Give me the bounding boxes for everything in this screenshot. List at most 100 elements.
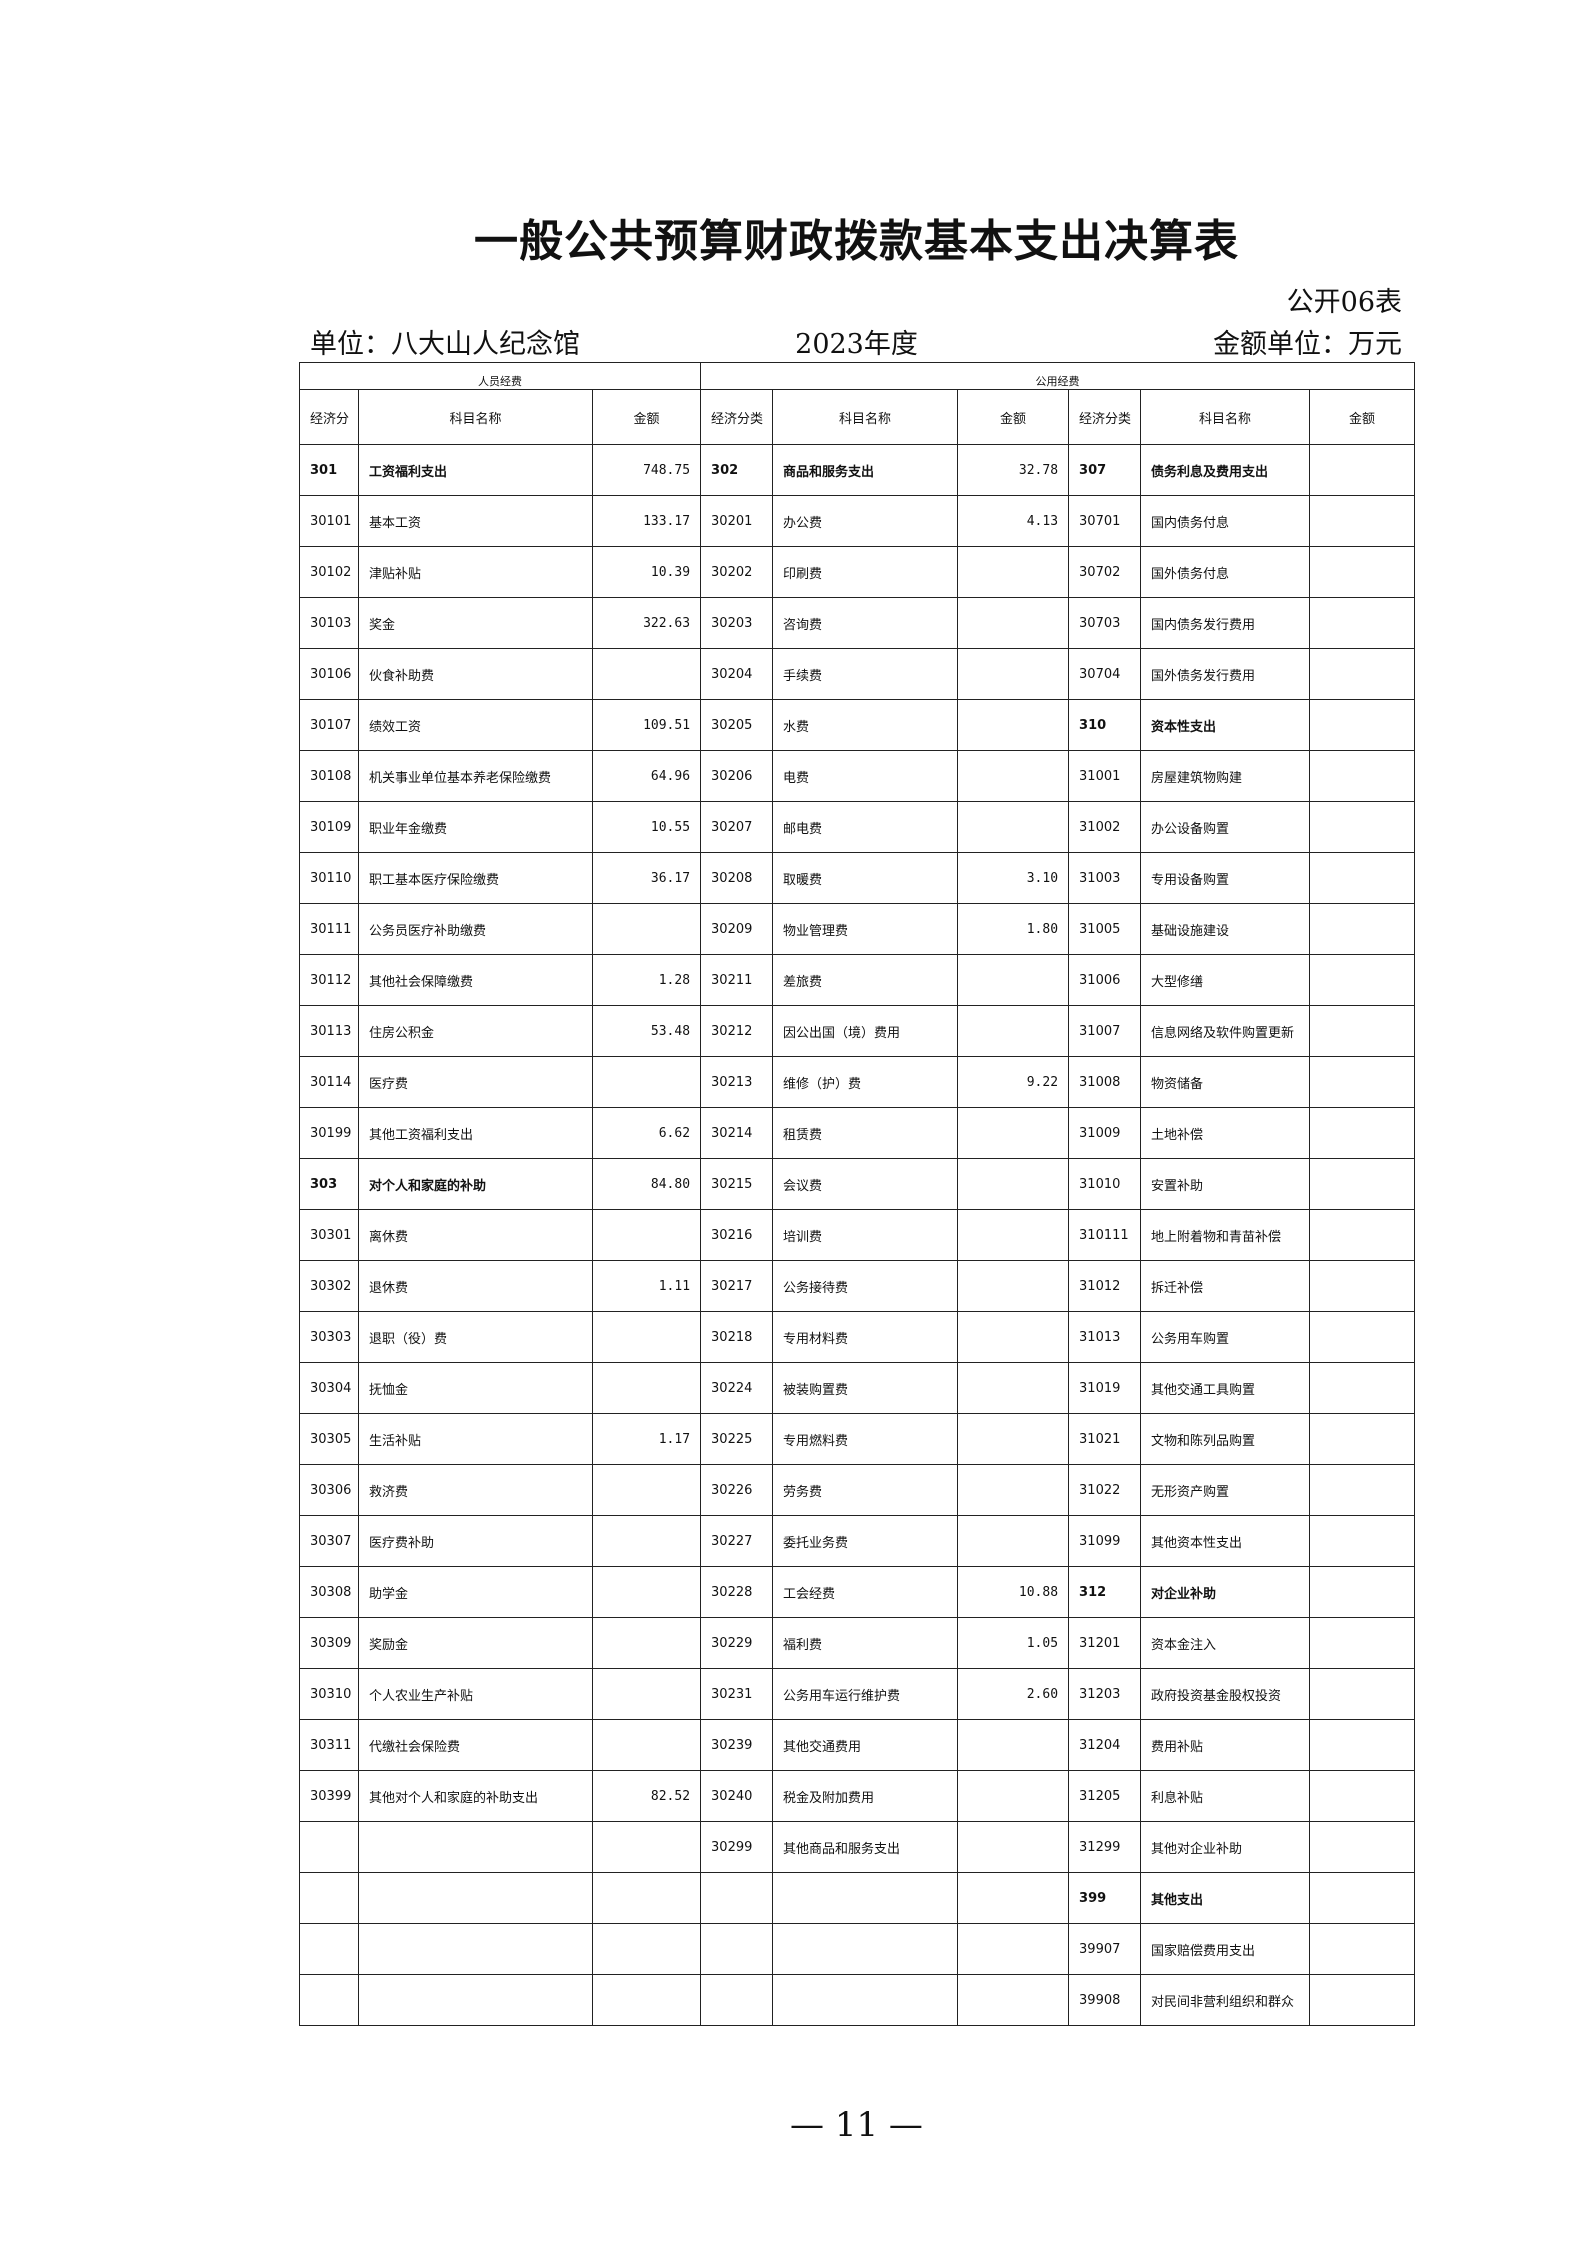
table-row: 30199 其他工资福利支出 6.62 30214 租赁费 31009 土地补偿 <box>299 1107 1416 1159</box>
cell-amt: 82.52 <box>591 1770 702 1822</box>
cell-code: 30209 <box>700 903 774 955</box>
cell-name: 土地补偿 <box>1140 1107 1311 1159</box>
column-header: 科目名称 <box>772 389 959 445</box>
table-row: 30307 医疗费补助 30227 委托业务费 31099 其他资本性支出 <box>299 1515 1416 1567</box>
cell-name: 基础设施建设 <box>1140 903 1311 955</box>
cell-name: 委托业务费 <box>772 1515 959 1567</box>
cell-name: 公务员医疗补助缴费 <box>358 903 593 955</box>
cell-code: 30211 <box>700 954 774 1006</box>
cell-amt: 1.80 <box>957 903 1070 955</box>
cell-name: 债务利息及费用支出 <box>1140 444 1311 496</box>
cell-name: 职工基本医疗保险缴费 <box>358 852 593 904</box>
title: 一般公共预算财政拨款基本支出决算表 <box>474 216 1239 267</box>
empty-cell <box>1309 1719 1416 1771</box>
table-row: 30102 津贴补贴 10.39 30202 印刷费 30702 国外债务付息 <box>299 546 1416 598</box>
cell-code: 303 <box>299 1158 359 1210</box>
empty-cell <box>1309 1617 1416 1669</box>
empty-cell <box>957 750 1070 802</box>
cell-code: 30102 <box>299 546 359 598</box>
cell-code: 30110 <box>299 852 359 904</box>
cell-code: 30205 <box>700 699 774 751</box>
empty-cell <box>700 1872 774 1924</box>
cell-amt: 84.80 <box>591 1158 702 1210</box>
cell-name: 抚恤金 <box>358 1362 593 1414</box>
cell-code: 399 <box>1068 1872 1142 1924</box>
group-header: 人员经费 <box>298 362 702 390</box>
table-row: 30111 公务员医疗补助缴费 30209 物业管理费 1.80 31005 基础设施建设 <box>299 903 1416 955</box>
cell-name: 差旅费 <box>772 954 959 1006</box>
cell-code: 30302 <box>299 1260 359 1312</box>
budget-table: 人员经费 公用经费 经济分 科目名称 金额 经济分类 科目名称 金额 经济分类 科目名称 金额 301… <box>298 362 1416 2026</box>
empty-cell <box>772 1872 959 1924</box>
cell-name: 助学金 <box>358 1566 593 1618</box>
empty-cell <box>700 1923 774 1975</box>
cell-name: 退休费 <box>358 1260 593 1312</box>
empty-cell <box>1309 1260 1416 1312</box>
cell-name: 无形资产购置 <box>1140 1464 1311 1516</box>
cell-name: 水费 <box>772 699 959 751</box>
empty-cell <box>591 1668 702 1720</box>
cell-code: 31099 <box>1068 1515 1142 1567</box>
cell-code: 30106 <box>299 648 359 700</box>
empty-cell <box>957 1209 1070 1261</box>
cell-name: 对民间非营利组织和群众 <box>1140 1974 1311 2026</box>
cell-name: 资本性支出 <box>1140 699 1311 751</box>
empty-cell <box>1309 1056 1416 1108</box>
empty-cell <box>1309 1770 1416 1822</box>
table-row: 301 工资福利支出 748.75 302 商品和服务支出 32.78 307 债务利息及费用… <box>299 444 1416 496</box>
cell-code: 30399 <box>299 1770 359 1822</box>
empty-cell <box>957 954 1070 1006</box>
table-row: 30299 其他商品和服务支出 31299 其他对企业补助 <box>299 1821 1416 1873</box>
cell-code: 30310 <box>299 1668 359 1720</box>
cell-name: 培训费 <box>772 1209 959 1261</box>
cell-name: 生活补贴 <box>358 1413 593 1465</box>
empty-cell <box>299 1923 359 1975</box>
cell-code: 31205 <box>1068 1770 1142 1822</box>
cell-code: 310111 <box>1068 1209 1142 1261</box>
cell-name: 医疗费 <box>358 1056 593 1108</box>
table-row: 30107 绩效工资 109.51 30205 水费 310 资本性支出 <box>299 699 1416 751</box>
empty-cell <box>1309 1821 1416 1873</box>
empty-cell <box>957 1770 1070 1822</box>
cell-name: 地上附着物和青苗补偿 <box>1140 1209 1311 1261</box>
cell-name: 国外债务发行费用 <box>1140 648 1311 700</box>
cell-name: 被装购置费 <box>772 1362 959 1414</box>
empty-cell <box>1309 1515 1416 1567</box>
cell-code: 30109 <box>299 801 359 853</box>
cell-name: 国家赔偿费用支出 <box>1140 1923 1311 1975</box>
cell-name: 救济费 <box>358 1464 593 1516</box>
empty-cell <box>1309 597 1416 649</box>
empty-cell <box>591 1821 702 1873</box>
cell-code: 31299 <box>1068 1821 1142 1873</box>
cell-code: 31007 <box>1068 1005 1142 1057</box>
table-row: 30114 医疗费 30213 维修（护）费 9.22 31008 物资储备 <box>299 1056 1416 1108</box>
table-row: 303 对个人和家庭的补助 84.80 30215 会议费 31010 安置补助 <box>299 1158 1416 1210</box>
table-row: 30399 其他对个人和家庭的补助支出 82.52 30240 税金及附加费用 31205… <box>299 1770 1416 1822</box>
cell-code: 31003 <box>1068 852 1142 904</box>
empty-cell <box>957 1515 1070 1567</box>
cell-code: 30199 <box>299 1107 359 1159</box>
table-row: 30302 退休费 1.11 30217 公务接待费 31012 拆迁补偿 <box>299 1260 1416 1312</box>
cell-amt: 10.55 <box>591 801 702 853</box>
empty-cell <box>957 1158 1070 1210</box>
empty-cell <box>700 1974 774 2026</box>
empty-cell <box>591 1515 702 1567</box>
cell-amt: 1.05 <box>957 1617 1070 1669</box>
cell-code: 31201 <box>1068 1617 1142 1669</box>
cell-amt: 4.13 <box>957 495 1070 547</box>
empty-cell <box>1309 1923 1416 1975</box>
empty-cell <box>1309 852 1416 904</box>
cell-name: 绩效工资 <box>358 699 593 751</box>
cell-code: 30103 <box>299 597 359 649</box>
cell-code: 30227 <box>700 1515 774 1567</box>
table-row: 30112 其他社会保障缴费 1.28 30211 差旅费 31006 大型修缮 <box>299 954 1416 1006</box>
empty-cell <box>1309 1311 1416 1363</box>
column-header: 经济分 <box>299 389 359 445</box>
year: 2023年度 <box>795 329 918 360</box>
cell-code: 30231 <box>700 1668 774 1720</box>
cell-name: 津贴补贴 <box>358 546 593 598</box>
cell-code: 31012 <box>1068 1260 1142 1312</box>
empty-cell <box>957 1311 1070 1363</box>
cell-code: 302 <box>700 444 774 496</box>
table-row: 30304 抚恤金 30224 被装购置费 31019 其他交通工具购置 <box>299 1362 1416 1414</box>
